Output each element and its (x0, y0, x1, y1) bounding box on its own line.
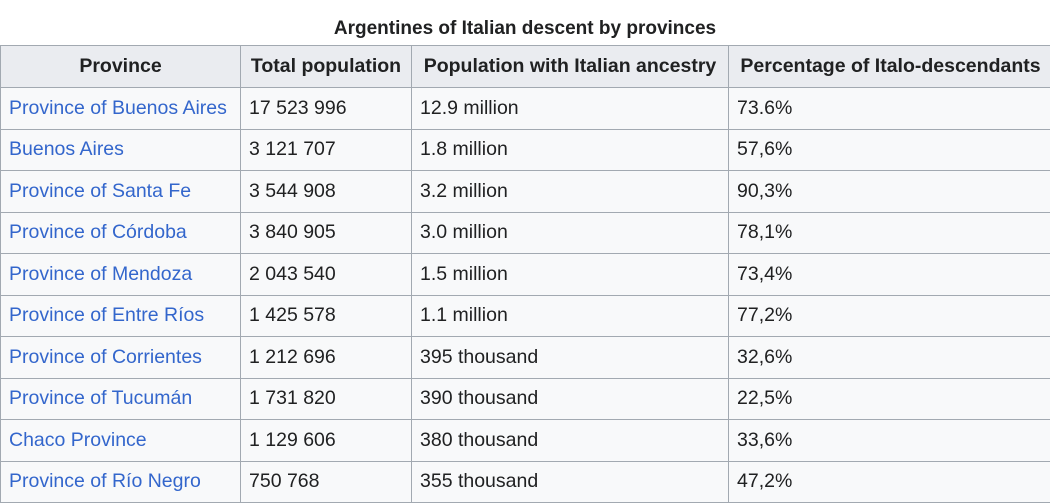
province-link[interactable]: Province of Santa Fe (9, 180, 191, 202)
table-row: Province of Corrientes 1 212 696 395 tho… (1, 337, 1050, 379)
italian-ancestry-cell: 380 thousand (412, 420, 729, 462)
total-population-cell: 1 129 606 (241, 420, 412, 462)
italian-ancestry-cell: 395 thousand (412, 337, 729, 379)
province-cell: Province of Santa Fe (1, 171, 241, 213)
province-link[interactable]: Province of Buenos Aires (9, 97, 227, 119)
italian-ancestry-cell: 390 thousand (412, 378, 729, 420)
header-total-population: Total population (241, 46, 412, 88)
percentage-cell: 57,6% (729, 129, 1050, 171)
italian-ancestry-cell: 12.9 million (412, 88, 729, 130)
total-population-cell: 3 840 905 (241, 212, 412, 254)
total-population-cell: 1 212 696 (241, 337, 412, 379)
province-cell: Province of Mendoza (1, 254, 241, 296)
province-link[interactable]: Province of Entre Ríos (9, 304, 204, 326)
italian-ancestry-cell: 3.0 million (412, 212, 729, 254)
province-link[interactable]: Province of Río Negro (9, 470, 201, 492)
percentage-cell: 78,1% (729, 212, 1050, 254)
italian-ancestry-cell: 1.5 million (412, 254, 729, 296)
province-link[interactable]: Province of Corrientes (9, 346, 202, 368)
provinces-table: Province Total population Population wit… (0, 45, 1050, 503)
italian-ancestry-cell: 1.8 million (412, 129, 729, 171)
province-cell: Province of Río Negro (1, 461, 241, 503)
percentage-cell: 90,3% (729, 171, 1050, 213)
header-row: Province Total population Population wit… (1, 46, 1050, 88)
province-cell: Province of Buenos Aires (1, 88, 241, 130)
total-population-cell: 3 544 908 (241, 171, 412, 213)
total-population-cell: 1 731 820 (241, 378, 412, 420)
total-population-cell: 17 523 996 (241, 88, 412, 130)
header-italian-ancestry: Population with Italian ancestry (412, 46, 729, 88)
table-row: Province of Entre Ríos 1 425 578 1.1 mil… (1, 295, 1050, 337)
italian-ancestry-cell: 3.2 million (412, 171, 729, 213)
percentage-cell: 73,4% (729, 254, 1050, 296)
total-population-cell: 750 768 (241, 461, 412, 503)
italian-ancestry-cell: 1.1 million (412, 295, 729, 337)
header-province: Province (1, 46, 241, 88)
province-link[interactable]: Province of Córdoba (9, 221, 187, 243)
province-link[interactable]: Buenos Aires (9, 138, 124, 160)
province-cell: Province of Corrientes (1, 337, 241, 379)
percentage-cell: 22,5% (729, 378, 1050, 420)
province-link[interactable]: Province of Mendoza (9, 263, 192, 285)
percentage-cell: 33,6% (729, 420, 1050, 462)
province-cell: Province of Tucumán (1, 378, 241, 420)
table-row: Province of Mendoza 2 043 540 1.5 millio… (1, 254, 1050, 296)
table-row: Province of Buenos Aires 17 523 996 12.9… (1, 88, 1050, 130)
total-population-cell: 2 043 540 (241, 254, 412, 296)
province-link[interactable]: Province of Tucumán (9, 387, 192, 409)
total-population-cell: 3 121 707 (241, 129, 412, 171)
percentage-cell: 32,6% (729, 337, 1050, 379)
table-row: Province of Córdoba 3 840 905 3.0 millio… (1, 212, 1050, 254)
province-cell: Province of Entre Ríos (1, 295, 241, 337)
percentage-cell: 73.6% (729, 88, 1050, 130)
province-link[interactable]: Chaco Province (9, 429, 147, 451)
table-row: Province of Santa Fe 3 544 908 3.2 milli… (1, 171, 1050, 213)
percentage-cell: 47,2% (729, 461, 1050, 503)
province-cell: Chaco Province (1, 420, 241, 462)
total-population-cell: 1 425 578 (241, 295, 412, 337)
table-row: Province of Río Negro 750 768 355 thousa… (1, 461, 1050, 503)
header-percentage: Percentage of Italo-descendants (729, 46, 1050, 88)
table-row: Chaco Province 1 129 606 380 thousand 33… (1, 420, 1050, 462)
province-cell: Province of Córdoba (1, 212, 241, 254)
province-cell: Buenos Aires (1, 129, 241, 171)
table-caption: Argentines of Italian descent by provinc… (0, 0, 1050, 45)
italian-ancestry-cell: 355 thousand (412, 461, 729, 503)
table-row: Buenos Aires 3 121 707 1.8 million 57,6% (1, 129, 1050, 171)
table-row: Province of Tucumán 1 731 820 390 thousa… (1, 378, 1050, 420)
percentage-cell: 77,2% (729, 295, 1050, 337)
